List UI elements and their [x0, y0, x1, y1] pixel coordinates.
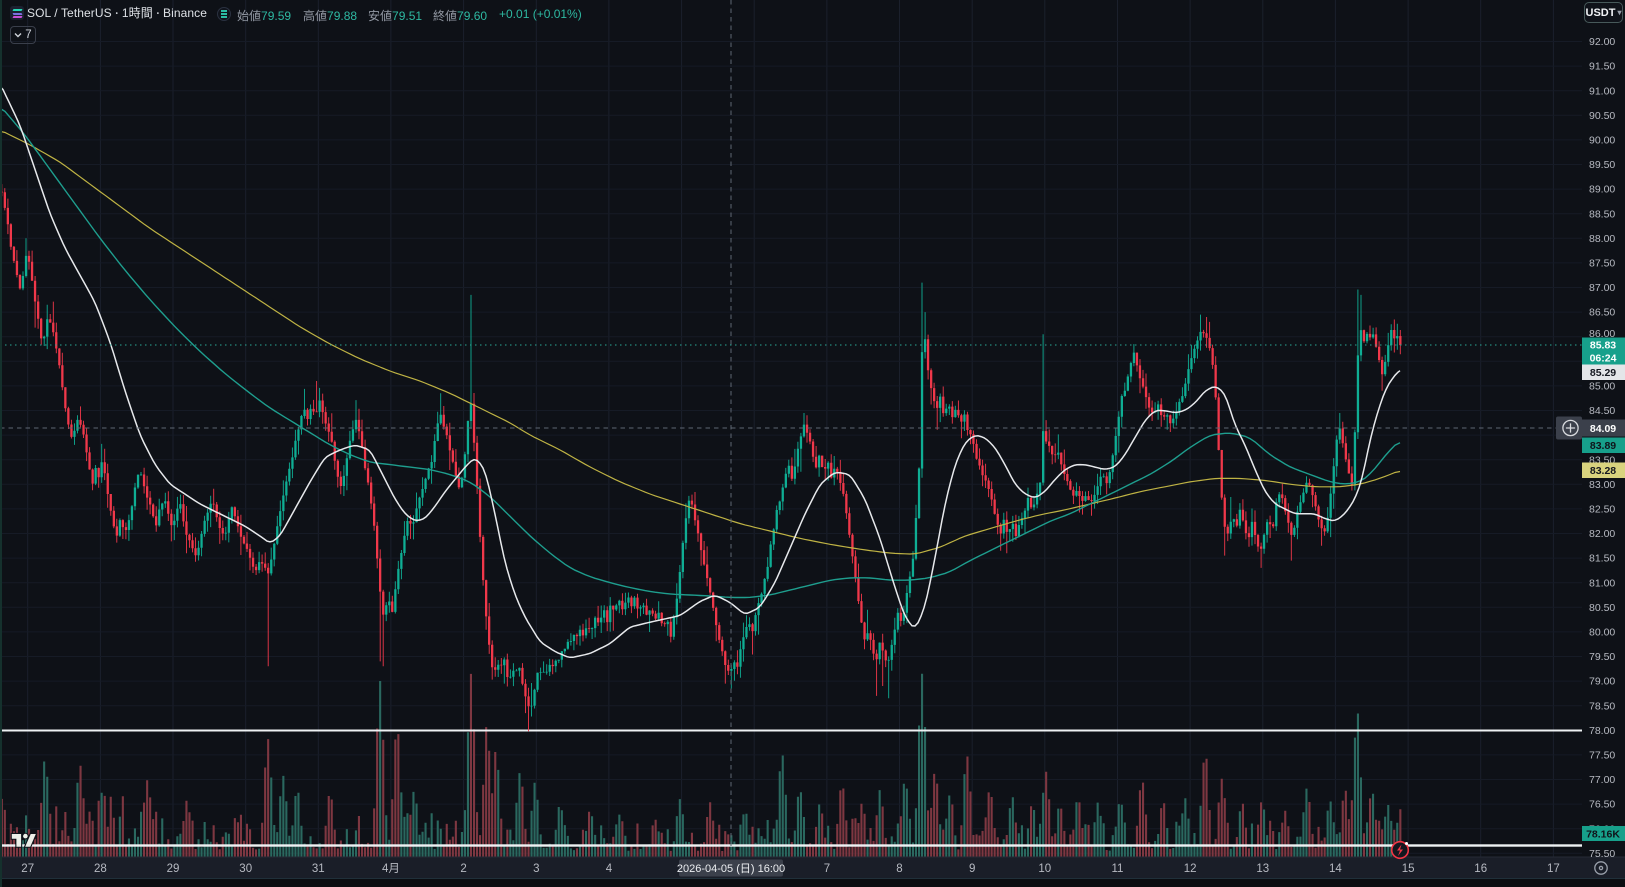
svg-text:79.00: 79.00 — [1589, 676, 1615, 688]
svg-text:3: 3 — [533, 863, 539, 875]
svg-text:13: 13 — [1256, 863, 1269, 875]
svg-text:17: 17 — [1547, 863, 1560, 875]
svg-text:27: 27 — [21, 863, 34, 875]
svg-text:76.50: 76.50 — [1589, 799, 1615, 811]
svg-text:80.50: 80.50 — [1589, 602, 1615, 614]
svg-text:82.00: 82.00 — [1589, 528, 1615, 540]
svg-text:83.89: 83.89 — [1590, 440, 1616, 452]
svg-text:2: 2 — [460, 863, 466, 875]
svg-text:31: 31 — [312, 863, 325, 875]
svg-text:89.50: 89.50 — [1589, 159, 1615, 171]
svg-text:77.50: 77.50 — [1589, 750, 1615, 762]
svg-text:86.50: 86.50 — [1589, 307, 1615, 319]
svg-text:28: 28 — [94, 863, 107, 875]
svg-text:78.00: 78.00 — [1589, 725, 1615, 737]
svg-text:14: 14 — [1329, 863, 1342, 875]
svg-text:90.00: 90.00 — [1589, 135, 1615, 147]
svg-text:88.50: 88.50 — [1589, 208, 1615, 220]
svg-text:85.00: 85.00 — [1589, 381, 1615, 393]
svg-text:83.28: 83.28 — [1590, 465, 1616, 477]
svg-text:75.50: 75.50 — [1589, 848, 1615, 860]
svg-text:85.83: 85.83 — [1590, 340, 1616, 352]
svg-text:82.50: 82.50 — [1589, 504, 1615, 516]
svg-text:78.50: 78.50 — [1589, 700, 1615, 712]
svg-text:91.00: 91.00 — [1589, 85, 1615, 97]
svg-text:92.00: 92.00 — [1589, 36, 1615, 48]
svg-text:11: 11 — [1112, 863, 1124, 875]
svg-text:8: 8 — [896, 863, 902, 875]
svg-text:30: 30 — [239, 863, 252, 875]
svg-text:88.00: 88.00 — [1589, 233, 1615, 245]
svg-text:86.00: 86.00 — [1589, 328, 1615, 340]
svg-text:89.00: 89.00 — [1589, 184, 1615, 196]
svg-text:4月: 4月 — [382, 863, 400, 875]
svg-text:29: 29 — [167, 863, 180, 875]
svg-text:06:24: 06:24 — [1590, 353, 1617, 365]
svg-text:83.00: 83.00 — [1589, 479, 1615, 491]
svg-text:85.29: 85.29 — [1590, 367, 1616, 379]
svg-text:90.50: 90.50 — [1589, 110, 1615, 122]
svg-text:15: 15 — [1402, 863, 1415, 875]
svg-text:16: 16 — [1474, 863, 1487, 875]
svg-text:12: 12 — [1184, 863, 1197, 875]
svg-text:9: 9 — [969, 863, 975, 875]
svg-text:79.50: 79.50 — [1589, 651, 1615, 663]
svg-text:80.00: 80.00 — [1589, 627, 1615, 639]
svg-text:2026-04-05 (日) 16:00: 2026-04-05 (日) 16:00 — [677, 863, 785, 875]
svg-text:84.09: 84.09 — [1590, 423, 1616, 435]
svg-text:87.00: 87.00 — [1589, 282, 1615, 294]
svg-text:81.50: 81.50 — [1589, 553, 1615, 565]
svg-text:10: 10 — [1038, 863, 1051, 875]
svg-text:84.50: 84.50 — [1589, 405, 1615, 417]
svg-text:7: 7 — [824, 863, 830, 875]
svg-text:77.00: 77.00 — [1589, 774, 1615, 786]
svg-text:4: 4 — [606, 863, 613, 875]
svg-text:87.50: 87.50 — [1589, 258, 1615, 270]
svg-text:81.00: 81.00 — [1589, 577, 1615, 589]
svg-text:91.50: 91.50 — [1589, 61, 1615, 73]
svg-text:78.16K: 78.16K — [1586, 829, 1620, 841]
